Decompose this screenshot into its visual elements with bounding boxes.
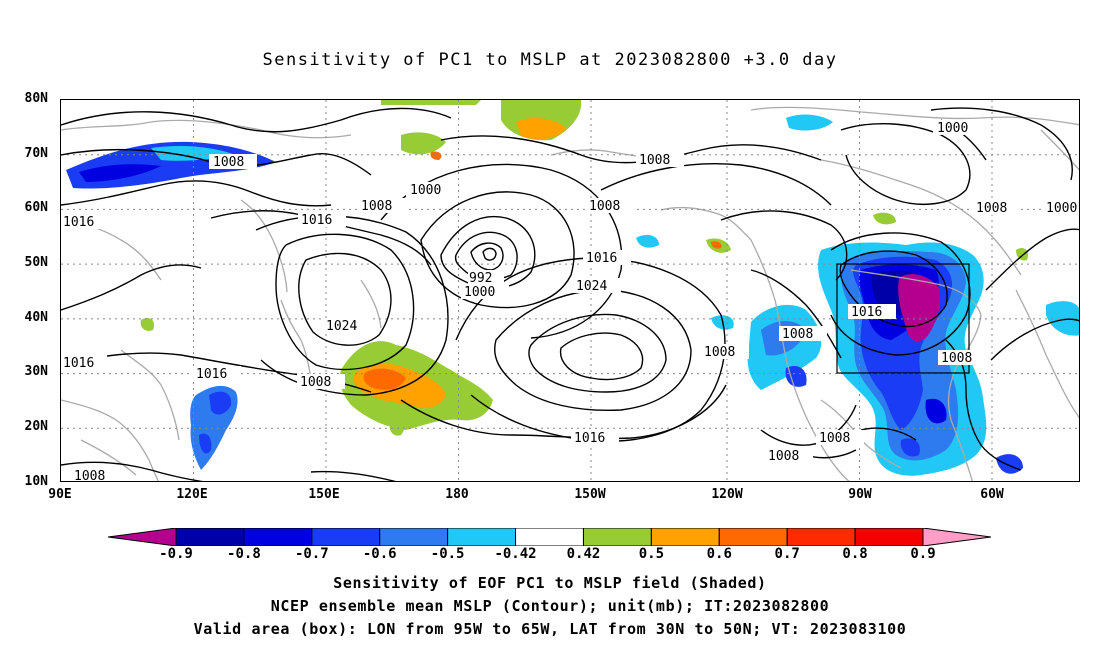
map-title: Sensitivity of PC1 to MSLP at 2023082800…	[262, 50, 838, 70]
contour-label: 1008	[782, 327, 813, 342]
contour-label: 1008	[819, 431, 850, 446]
positive-shading	[381, 100, 481, 105]
lat-label-80n: 80N	[24, 91, 48, 106]
lon-label-150w: 150W	[574, 487, 606, 502]
colorbar-tick-label: -0.42	[494, 546, 537, 562]
lon-label-150e: 150E	[308, 487, 340, 502]
positive-shading	[711, 241, 722, 249]
contour-label: 1008	[768, 449, 799, 464]
colorbar-tick-label: -0.8	[227, 546, 261, 562]
lon-label-120w: 120W	[711, 487, 743, 502]
negative-shading	[900, 438, 920, 457]
negative-shading	[898, 274, 941, 342]
negative-shading	[199, 433, 212, 454]
positive-shading	[430, 151, 442, 160]
colorbar-tick-label: 0.8	[842, 546, 868, 562]
negative-shading	[786, 114, 833, 131]
lon-label-90w: 90W	[848, 487, 872, 502]
contour-label: 1008	[704, 345, 735, 360]
colorbar-box	[175, 527, 245, 547]
colorbar-tick-label: 0.7	[774, 546, 800, 562]
colorbar-tick-label: -0.6	[362, 546, 397, 562]
colorbar	[107, 527, 992, 547]
contour-label: 1016	[63, 356, 94, 371]
contour-label: 1008	[941, 351, 972, 366]
contour-label: 1000	[1046, 201, 1077, 216]
lat-label-50n: 50N	[24, 255, 48, 270]
contour-label: 1008	[361, 199, 392, 214]
colorbar-box	[515, 527, 584, 547]
lon-label-120e: 120E	[176, 487, 208, 502]
colorbar-max-triangle	[922, 527, 992, 547]
negative-shading	[785, 365, 807, 387]
lat-label-10n: 10N	[24, 474, 48, 489]
colorbar-tick-label: -0.7	[294, 546, 329, 562]
contour-label: 1008	[300, 375, 331, 390]
negative-shading	[1046, 301, 1079, 336]
caption-line-2: NCEP ensemble mean MSLP (Contour); unit(…	[270, 597, 830, 615]
colorbar-box	[447, 527, 517, 547]
contour-label: 1008	[589, 199, 620, 214]
colorbar-tick-label: 0.42	[566, 546, 601, 562]
colorbar-box	[650, 527, 720, 547]
contour-label: 1008	[639, 153, 670, 168]
contour-label: 1008	[74, 469, 105, 482]
lon-label-180: 180	[445, 487, 469, 502]
contour-labels: 1008 1016 1000 1016 1008 1000 1016 1024 …	[61, 120, 1079, 482]
lat-label-70n: 70N	[24, 146, 48, 161]
colorbar-tick-label: 0.9	[910, 546, 936, 562]
lat-label-40n: 40N	[24, 310, 48, 325]
contour-label: 1000	[410, 183, 441, 198]
lat-label-20n: 20N	[24, 419, 48, 434]
colorbar-tick-label: 0.6	[706, 546, 732, 562]
colorbar-tick-label: 0.5	[638, 546, 665, 562]
contour-label: 1016	[196, 367, 227, 382]
lon-label-60w: 60W	[980, 487, 1004, 502]
contour-label: 1008	[213, 155, 244, 170]
caption-line-3: Valid area (box): LON from 95W to 65W, L…	[193, 620, 907, 638]
lat-label-30n: 30N	[24, 364, 48, 379]
colorbar-tick-label: -0.5	[430, 546, 465, 562]
negative-shading	[79, 164, 161, 182]
contour-label: 1016	[301, 213, 332, 228]
lat-label-60n: 60N	[24, 200, 48, 215]
colorbar-tick-label: -0.9	[159, 546, 193, 562]
contour-label: 1016	[851, 305, 882, 320]
negative-shading	[209, 391, 232, 415]
contour-label: 1000	[464, 285, 495, 300]
positive-shading	[140, 318, 155, 331]
colorbar-box	[379, 527, 449, 547]
caption-line-1: Sensitivity of EOF PC1 to MSLP field (Sh…	[333, 574, 767, 592]
negative-shading	[636, 234, 659, 248]
colorbar-box	[854, 527, 924, 547]
contour-label: 1024	[326, 319, 357, 334]
colorbar-box	[243, 527, 313, 547]
grid-lines	[61, 100, 1079, 481]
colorbar-box	[311, 527, 381, 547]
valid-area-box	[836, 263, 970, 374]
colorbar-box	[718, 527, 788, 547]
negative-shading	[925, 398, 947, 424]
colorbar-box	[786, 527, 856, 547]
colorbar-box	[582, 527, 652, 547]
sensitivity-map: 1008 1016 1000 1016 1008 1000 1016 1024 …	[60, 99, 1080, 482]
positive-shading	[516, 118, 566, 140]
positive-shading	[873, 212, 896, 225]
contour-label: 1024	[576, 279, 607, 294]
lon-label-90e: 90E	[48, 487, 72, 502]
contour-label: 1000	[937, 121, 968, 136]
contour-label: 1016	[63, 215, 94, 230]
contour-label: 1008	[976, 201, 1007, 216]
positive-shading	[389, 419, 405, 436]
positive-shading	[401, 132, 446, 155]
contour-label: 1016	[574, 431, 605, 446]
contour-label: 1016	[586, 251, 617, 266]
contour-label: 992	[469, 271, 492, 286]
negative-shading	[996, 454, 1023, 474]
colorbar-min-triangle	[107, 527, 177, 547]
